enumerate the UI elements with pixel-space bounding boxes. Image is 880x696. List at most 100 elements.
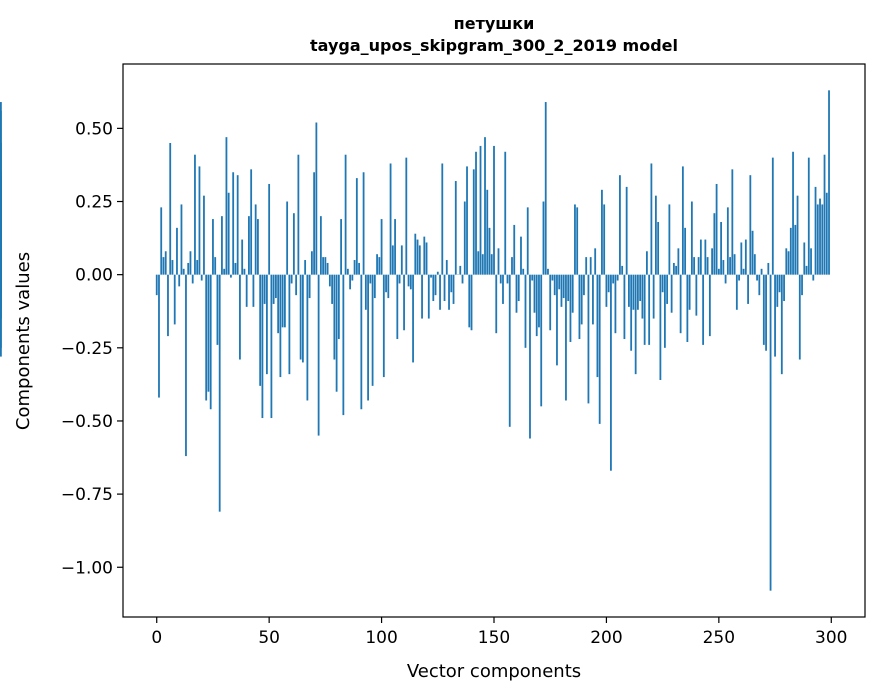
bar-component-184 [569,274,572,342]
bar-component-153 [499,274,502,284]
bar-component-141 [472,169,475,275]
bar-component-289 [805,265,808,275]
bar-component-169 [535,274,538,337]
bar-component-241 [697,257,700,275]
bar-component-87 [351,274,354,281]
bar-component-59 [288,274,291,375]
bar-component-55 [279,274,282,378]
bar-component-163 [522,268,525,275]
bar-component-25 [212,219,214,275]
bar-component-24 [209,274,212,410]
bar-component-296 [821,204,824,275]
bar-component-5 [167,274,169,337]
bar-component-244 [704,239,707,275]
bar-component-189 [580,274,583,325]
bar-component-92 [362,172,365,275]
y-axis-ticks: 0.50 0.25 0.00 −0.25 −0.50 −0.75 −1.00 [61,119,123,578]
bar-component-223 [657,222,660,275]
bar-component-9 [176,227,178,275]
bar-component-211 [630,274,633,351]
bar-component-144 [479,145,482,275]
bar-component-265 [751,230,754,275]
bar-component-60 [290,274,293,284]
bar-component-172 [542,201,545,275]
bar-component-79 [333,274,336,360]
bar-component-97 [373,274,376,299]
bar-component-99 [378,257,381,275]
bar-component-51 [270,274,273,419]
bar-component-13 [185,274,187,457]
bar-component-197 [598,274,601,424]
bar-component-176 [551,274,554,281]
bar-component-245 [706,257,709,275]
bar-component-61 [292,213,295,275]
bar-component-96 [371,274,374,386]
bar-component-124 [434,274,437,296]
bar-component-82 [340,219,342,275]
bar-component-192 [587,274,590,404]
bar-component-26 [214,257,217,275]
bar-component-254 [726,207,729,275]
bar-component-214 [637,274,639,310]
bar-component-31 [225,137,228,275]
bar-component-18 [196,260,199,275]
bar-component-36 [236,175,239,275]
bar-component-256 [731,169,734,275]
bar-component-199 [603,204,606,275]
bar-component-146 [484,137,486,275]
bar-component-39 [243,268,246,275]
bar-component-15 [189,251,192,275]
bar-component-98 [376,254,378,275]
bar-component-35 [234,262,237,275]
bar-component-16 [191,274,194,284]
bar-component-221 [652,274,655,319]
bar-component-12 [182,268,185,275]
x-tick-label: 200 [590,628,622,648]
bar-component-115 [414,233,417,275]
bar-component-185 [571,274,574,313]
bar-component-67 [306,274,309,401]
bar-component-19 [198,166,201,275]
bar-component-64 [299,274,302,360]
bar-component-281 [787,251,790,275]
bar-component-11 [180,204,183,275]
bar-component-203 [612,274,615,284]
bar-component-238 [690,201,693,275]
bar-component-152 [497,248,500,275]
bar-component-232 [677,248,680,275]
bar-component-17 [194,154,196,275]
bar-component-138 [466,166,468,275]
bar-component-270 [762,274,765,345]
bar-component-126 [439,274,441,310]
bar-component-111 [405,157,408,275]
bar-component-119 [423,236,426,275]
bar-component-201 [607,274,610,293]
bar-component-187 [576,207,579,275]
bar-component-57 [283,274,286,328]
bar-component-73 [319,216,322,275]
bar-component-237 [688,274,691,310]
bar-component-133 [454,181,457,275]
bar-component-70 [313,172,316,275]
bar-component-252 [722,260,725,275]
bar-component-21 [203,195,205,275]
bar-component-20 [200,274,203,281]
bar-component-56 [281,274,284,328]
bar-component-193 [589,257,592,275]
bar-component-229 [670,274,673,313]
bar-component-277 [778,274,781,293]
bar-component-194 [592,274,594,325]
bar-component-181 [562,274,565,299]
bar-component-258 [735,274,738,310]
bar-component-101 [382,274,385,378]
bar-component-140 [470,274,473,331]
bar-component-207 [621,265,624,275]
bar-component-118 [421,274,423,319]
bar-component-167 [531,274,534,281]
bar-component-114 [412,274,414,363]
bar-component-142 [475,151,477,275]
bar-component-34 [232,172,235,275]
bar-component-109 [400,245,403,275]
bar-component-54 [277,274,280,334]
